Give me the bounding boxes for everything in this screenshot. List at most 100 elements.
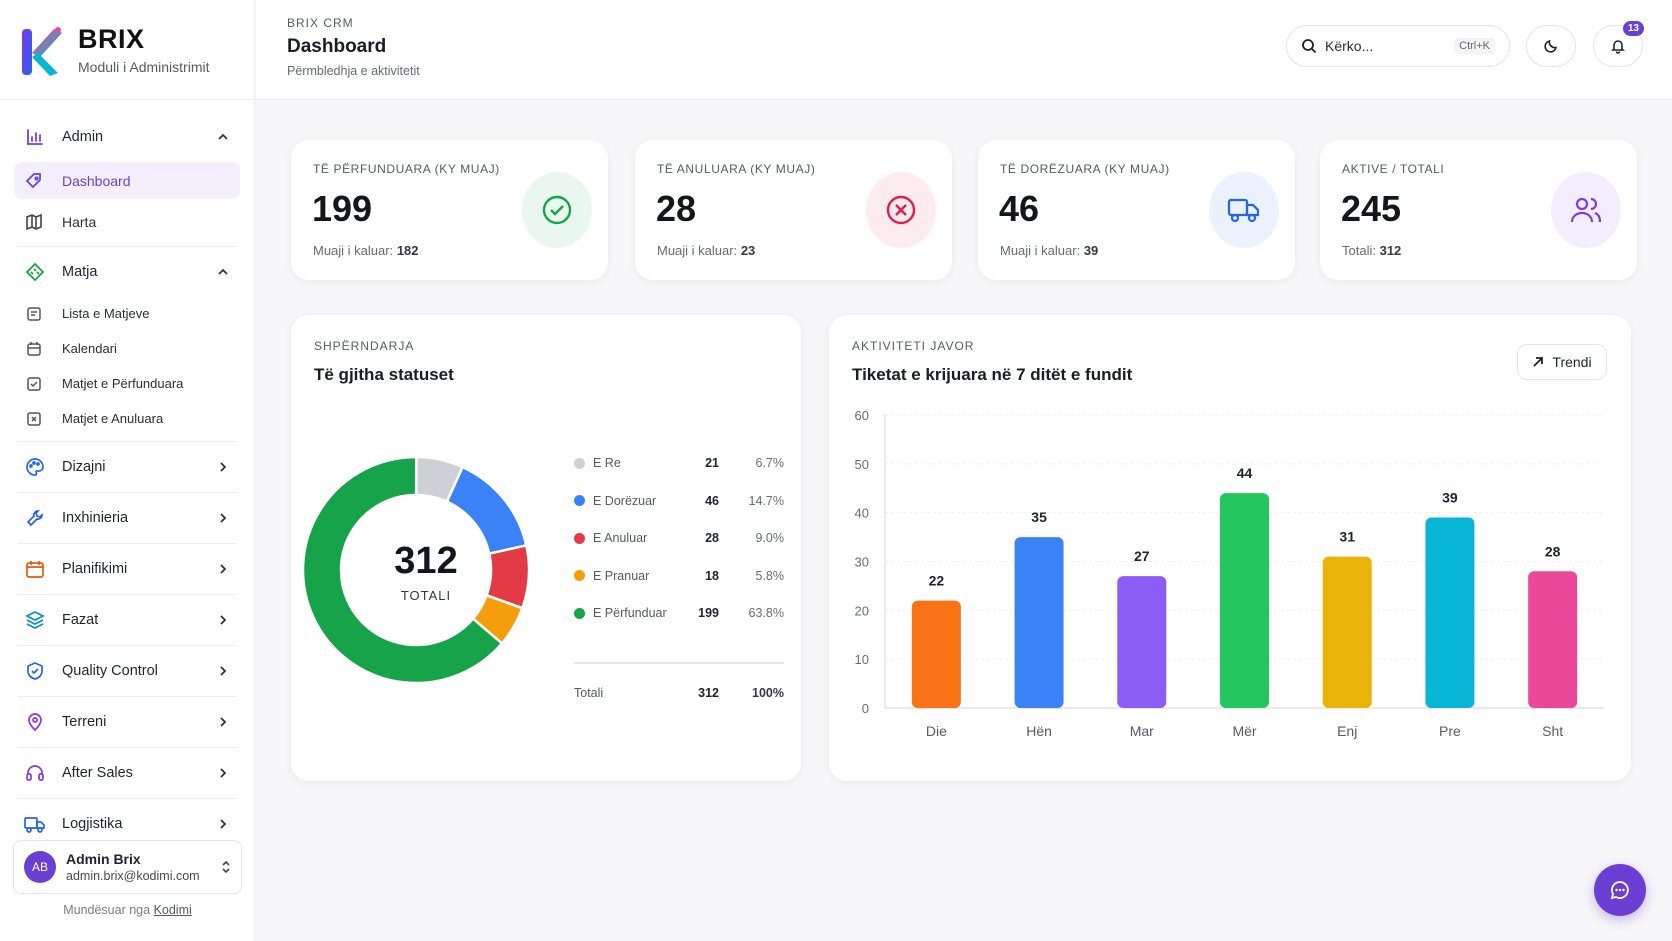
stat-card-delivered: TË DORËZUARA (KY MUAJ) 46 Muaji i kaluar… xyxy=(978,140,1295,280)
chevron-right-icon xyxy=(220,768,227,778)
bar-value-label: 22 xyxy=(929,573,945,589)
panel-title: Tiketat e krijuara në 7 ditët e fundit xyxy=(852,365,1133,384)
bar[interactable] xyxy=(1220,493,1269,708)
notifications-button[interactable]: 13 xyxy=(1593,21,1644,67)
layers-icon xyxy=(24,609,46,631)
divider xyxy=(18,543,236,544)
divider xyxy=(18,798,236,799)
sidebar-group-label: Terreni xyxy=(62,714,107,730)
bar-value-label: 44 xyxy=(1237,465,1253,481)
brand[interactable]: BRIX Moduli i Administrimit xyxy=(0,0,254,100)
chat-button[interactable] xyxy=(1594,864,1646,916)
stat-value: 199 xyxy=(312,188,373,229)
powered-by-link[interactable]: Kodimi xyxy=(153,903,192,917)
bar[interactable] xyxy=(1117,576,1167,708)
legend-dot xyxy=(574,457,585,469)
bar[interactable] xyxy=(911,600,961,708)
sidebar-group-inxhinieria[interactable]: Inxhinieria xyxy=(14,499,240,537)
trend-button[interactable]: Trendi xyxy=(1517,344,1607,380)
sidebar-group-label: Logjistika xyxy=(62,816,123,832)
map-pin-icon xyxy=(24,711,46,733)
legend-label: E Dorëzuar xyxy=(593,493,657,508)
legend-dot xyxy=(574,532,585,544)
bar[interactable] xyxy=(1322,556,1372,708)
sidebar: BRIX Moduli i Administrimit Admin Dashbo… xyxy=(0,0,255,941)
legend-count: 199 xyxy=(698,606,719,620)
legend-row: E Pranuar 18 5.8% xyxy=(574,566,784,586)
sidebar-item-lista[interactable]: Lista e Matjeve xyxy=(14,297,240,330)
legend-count: 46 xyxy=(705,493,719,508)
bar[interactable] xyxy=(1528,571,1578,708)
calendar-icon xyxy=(24,339,44,359)
sidebar-item-perfunduara[interactable]: Matjet e Përfunduara xyxy=(14,367,240,400)
sidebar-item-anuluara[interactable]: Matjet e Anuluara xyxy=(14,402,240,435)
bar-chart: 0 10 20 30 40 50 60 22 Die 35 Hën 27 Mar 44 Mër 31 Enj 39… xyxy=(855,408,1604,739)
bar-value-label: 31 xyxy=(1339,529,1355,545)
chevron-up-icon xyxy=(218,133,228,140)
sidebar-group-quality-control[interactable]: Quality Control xyxy=(14,652,240,690)
bar[interactable] xyxy=(1425,517,1475,708)
sidebar-group-fazat[interactable]: Fazat xyxy=(14,601,240,639)
stat-footer: Totali: 312 xyxy=(1342,243,1401,258)
y-tick-label: 30 xyxy=(855,555,869,570)
search-placeholder: Kërko... xyxy=(1325,38,1374,54)
stat-footer: Muaji i kaluar: 39 xyxy=(1000,243,1098,258)
user-menu[interactable]: AB Admin Brix admin.brix@kodimi.com xyxy=(13,840,242,894)
donut-slice[interactable] xyxy=(301,455,504,685)
stat-footer-value: 312 xyxy=(1379,243,1402,258)
legend-percent: 9.0% xyxy=(755,531,785,545)
divider xyxy=(18,594,236,595)
bar-chart-icon xyxy=(24,126,46,148)
sidebar-group-planifikimi[interactable]: Planifikimi xyxy=(14,550,240,588)
users-icon xyxy=(1551,172,1621,248)
powered-by-text: Mundësuar nga xyxy=(63,903,151,917)
theme-toggle-button[interactable] xyxy=(1526,25,1576,67)
legend-percent: 14.7% xyxy=(748,493,784,508)
sidebar-group-admin[interactable]: Admin xyxy=(14,118,240,156)
sidebar-group-dizajni[interactable]: Dizajni xyxy=(14,448,240,486)
sidebar-group-terreni[interactable]: Terreni xyxy=(14,703,240,741)
page-title: Dashboard xyxy=(287,36,387,57)
divider xyxy=(18,246,236,247)
sidebar-group-logjistika[interactable]: Logjistika xyxy=(14,805,240,843)
sidebar-group-label: Inxhinieria xyxy=(62,510,129,526)
sidebar-item-harta[interactable]: Harta xyxy=(14,203,240,240)
stat-card-active-total: AKTIVE / TOTALI 245 Totali: 312 xyxy=(1320,140,1637,280)
donut-center-value: 312 xyxy=(394,540,458,582)
sidebar-item-kalendari[interactable]: Kalendari xyxy=(14,332,240,365)
page-subtitle: Përmbledhja e aktivitetit xyxy=(287,64,420,78)
weekly-activity-panel: AKTIVITETI JAVOR Tiketat e krijuara në 7… xyxy=(829,315,1631,781)
chevron-right-icon xyxy=(220,462,227,472)
legend-percent: 6.7% xyxy=(755,456,785,470)
chevron-right-icon xyxy=(220,666,227,676)
legend-total-percent: 100% xyxy=(752,686,784,700)
bell-icon xyxy=(1611,40,1625,54)
panel-kicker: SHPËRNDARJA xyxy=(314,339,415,353)
notification-count-badge: 13 xyxy=(1622,21,1644,36)
legend-dot xyxy=(574,607,585,619)
sidebar-item-label: Dashboard xyxy=(62,172,131,189)
legend-percent: 5.8% xyxy=(755,568,785,583)
powered-by: Mundësuar nga Kodimi xyxy=(0,903,255,917)
search-input[interactable]: Kërko... Ctrl+K xyxy=(1286,25,1510,67)
clipboard-x-icon xyxy=(24,409,44,429)
x-circle-icon xyxy=(866,172,936,248)
sidebar-item-dashboard[interactable]: Dashboard xyxy=(14,162,240,199)
bar[interactable] xyxy=(1014,537,1064,708)
brix-logo-icon xyxy=(22,26,62,76)
legend-count: 28 xyxy=(705,531,719,545)
legend-count: 18 xyxy=(705,568,719,583)
palette-icon xyxy=(24,456,46,478)
divider xyxy=(574,662,784,664)
user-email: admin.brix@kodimi.com xyxy=(66,869,200,883)
calendar-icon xyxy=(24,558,46,580)
y-tick-label: 60 xyxy=(855,408,869,423)
sidebar-group-matja[interactable]: Matja xyxy=(14,253,240,291)
donut-chart xyxy=(301,455,531,685)
wrench-icon xyxy=(24,507,46,529)
stat-footer-label: Muaji i kaluar: xyxy=(657,243,738,258)
truck-icon xyxy=(1209,172,1279,248)
sidebar-nav: Admin Dashboard Harta Matja xyxy=(0,100,254,843)
sidebar-group-after-sales[interactable]: After Sales xyxy=(14,754,240,792)
check-circle-icon xyxy=(522,172,592,248)
